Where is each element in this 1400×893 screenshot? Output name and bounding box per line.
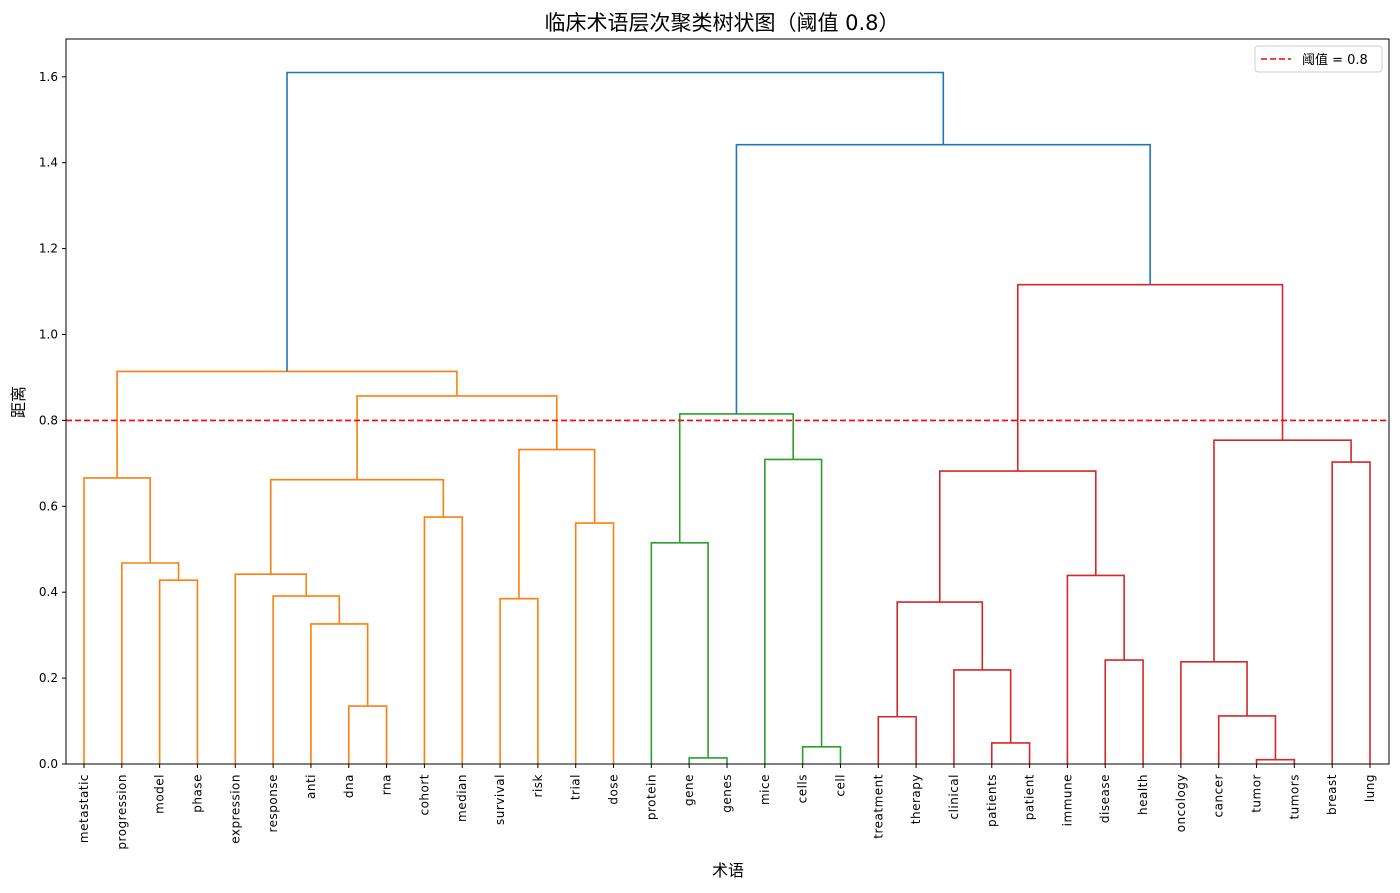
y-axis-label: 距离: [9, 386, 28, 418]
leaf-label-lung: lung: [1363, 774, 1377, 802]
dendrogram-link: [356, 395, 558, 480]
leaf-label-expression: expression: [228, 774, 242, 844]
dendrogram-link: [574, 522, 615, 764]
dendrogram-link: [896, 601, 984, 717]
dendrogram-link: [272, 595, 341, 764]
dendrogram-link: [158, 579, 199, 764]
dendrogram-link: [234, 573, 308, 764]
dendrogram-link: [1213, 439, 1352, 662]
dendrogram-link: [764, 458, 823, 764]
leaf-label-rna: rna: [380, 774, 394, 795]
leaf-label-dna: dna: [342, 774, 356, 798]
leaf-label-patient: patient: [1023, 774, 1037, 820]
leaf-label-progression: progression: [115, 774, 129, 850]
dendrogram-link: [499, 597, 539, 764]
legend-box: [1254, 45, 1383, 73]
leaf-label-treatment: treatment: [871, 774, 885, 839]
leaf-label-phase: phase: [190, 774, 204, 813]
x-axis-label: 术语: [712, 861, 744, 880]
y-tick-label: 0.2: [39, 671, 58, 685]
leaf-label-immune: immune: [1060, 774, 1074, 826]
dendrogram-link: [650, 542, 709, 764]
leaf-label-health: health: [1136, 774, 1150, 815]
dendrogram-link: [347, 705, 388, 764]
leaf-label-anti: anti: [304, 774, 318, 799]
leaf-label-cells: cells: [796, 774, 810, 803]
dendrogram-link: [423, 516, 464, 764]
y-tick-label: 1.2: [39, 242, 58, 256]
dendrogram-link: [953, 669, 1012, 764]
dendrogram-link: [877, 715, 917, 764]
leaf-label-metastatic: metastatic: [77, 774, 91, 843]
leaf-label-dose: dose: [607, 774, 621, 805]
leaf-label-cancer: cancer: [1212, 774, 1226, 817]
leaf-label-therapy: therapy: [909, 774, 923, 824]
dendrogram-link: [286, 71, 945, 372]
dendrogram-link: [990, 742, 1031, 764]
dendrogram-link: [269, 478, 445, 575]
y-tick-label: 0.0: [39, 757, 58, 771]
dendrogram-link: [1066, 574, 1125, 764]
dendrogram-link: [310, 623, 369, 764]
leaf-label-model: model: [153, 774, 167, 814]
dendrogram-link: [1331, 461, 1371, 764]
leaf-label-survival: survival: [493, 774, 507, 825]
dendrogram-link: [1016, 283, 1284, 472]
leaf-label-breast: breast: [1325, 774, 1339, 815]
leaf-label-risk: risk: [531, 774, 545, 797]
leaf-label-gene: gene: [682, 774, 696, 806]
plot-frame: [65, 38, 1390, 765]
dendrogram-link: [121, 562, 180, 764]
legend-label: 阈值 = 0.8: [1302, 52, 1368, 68]
dendrogram-link: [801, 746, 842, 764]
leaf-label-patients: patients: [985, 774, 999, 827]
dendrogram-link: [678, 413, 794, 543]
dendrogram-link: [83, 477, 151, 764]
leaf-label-trial: trial: [569, 774, 583, 800]
leaf-label-cell: cell: [833, 774, 847, 797]
leaf-label-oncology: oncology: [1174, 774, 1188, 832]
leaf-label-genes: genes: [720, 774, 734, 813]
dendrogram-link: [688, 757, 728, 764]
dendrogram-link: [116, 370, 458, 478]
leaf-label-median: median: [455, 774, 469, 822]
legend: 阈值 = 0.8: [1254, 45, 1383, 73]
leaf-label-clinical: clinical: [947, 774, 961, 820]
leaf-label-disease: disease: [1098, 774, 1112, 823]
leaf-label-cohort: cohort: [417, 774, 431, 816]
y-tick-label: 0.8: [39, 413, 58, 427]
y-tick-label: 0.4: [39, 585, 58, 599]
y-tick-label: 1.4: [39, 156, 58, 170]
dendrogram-link: [1104, 659, 1144, 764]
leaf-label-response: response: [266, 774, 280, 833]
y-tick-label: 1.0: [39, 327, 58, 341]
dendrogram-link: [735, 143, 1151, 414]
chart-title: 临床术语层次聚类树状图（阈值 0.8）: [544, 11, 899, 35]
dendrogram-link: [938, 470, 1097, 603]
leaf-label-protein: protein: [644, 774, 658, 820]
y-tick-label: 0.6: [39, 499, 58, 513]
leaf-label-tumor: tumor: [1250, 774, 1264, 813]
dendrogram-link: [1217, 715, 1277, 764]
leaf-label-mice: mice: [758, 774, 772, 805]
leaf-label-tumors: tumors: [1287, 774, 1301, 820]
dendrogram-link: [1180, 660, 1248, 764]
y-tick-label: 1.6: [39, 70, 58, 84]
dendrogram-link: [1255, 758, 1296, 764]
dendrogram-link: [518, 448, 596, 599]
